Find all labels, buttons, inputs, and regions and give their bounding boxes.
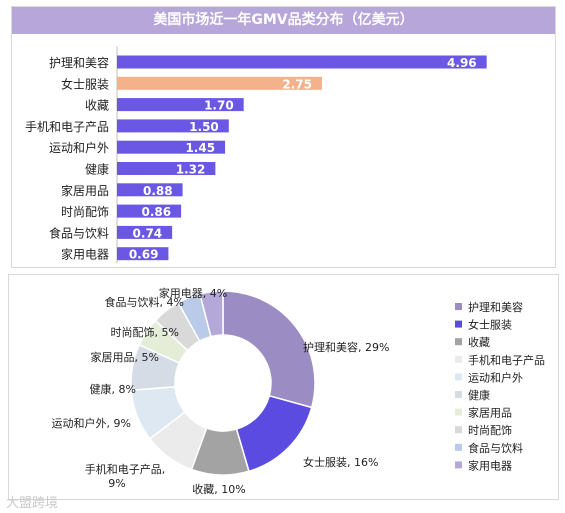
- slice-label: 健康, 8%: [90, 382, 136, 396]
- bar: [117, 183, 183, 197]
- slice-label-line2: 9%: [108, 477, 125, 490]
- bar: [117, 119, 229, 133]
- legend-swatch: [455, 443, 462, 451]
- slice-label: 收藏, 10%: [192, 482, 245, 496]
- category-label: 家用电器: [61, 247, 109, 262]
- slice-label: 女士服装, 16%: [303, 455, 378, 469]
- category-label: 运动和户外: [49, 140, 109, 155]
- legend-label: 食品与饮料: [468, 441, 523, 455]
- legend-label: 女士服装: [468, 318, 512, 332]
- legend-label: 家居用品: [468, 406, 512, 420]
- legend-swatch: [455, 320, 462, 328]
- bar: [117, 55, 487, 69]
- legend-label: 收藏: [468, 335, 490, 349]
- legend-swatch: [455, 391, 462, 398]
- bar-value-label: 0.69: [129, 248, 159, 262]
- bar: [117, 204, 182, 218]
- bar-value-label: 1.50: [189, 120, 219, 134]
- donut-slice: [198, 290, 224, 338]
- legend-label: 时尚配饰: [468, 423, 512, 437]
- bar-value-label: 1.45: [185, 141, 215, 155]
- slice-label: 食品与饮料, 4%: [105, 295, 184, 309]
- legend-label: 健康: [468, 388, 490, 402]
- category-label: 女士服装: [61, 76, 109, 91]
- bar: [117, 140, 226, 154]
- bar-chart-panel: 美国市场近一年GMV品类分布（亿美元） 护理和美容 4.96 女士服装 2.75 收藏 1…: [11, 6, 556, 268]
- category-label: 家居用品: [61, 183, 109, 198]
- slice-label: 时尚配饰, 5%: [111, 325, 179, 339]
- bar-value-label: 1.32: [176, 163, 206, 177]
- bar: [117, 225, 173, 239]
- slice-label: 运动和户外, 9%: [52, 416, 131, 430]
- category-label: 健康: [85, 162, 109, 177]
- slice-label: 护理和美容, 29%: [303, 340, 389, 354]
- legend-label: 家用电器: [468, 458, 512, 472]
- category-label: 时尚配饰: [61, 205, 109, 219]
- bar-chart: 护理和美容 4.96 女士服装 2.75 收藏 1.70 手机和电子产品 1.50 运动和户外 1…: [25, 46, 487, 263]
- bar-chart-title: 美国市场近一年GMV品类分布（亿美元）: [12, 7, 555, 34]
- slice-label: 家用电器, 4%: [159, 286, 227, 300]
- category-label: 食品与饮料: [49, 225, 109, 240]
- bar-value-label: 4.96: [447, 56, 477, 70]
- bar: [117, 76, 322, 90]
- legend-swatch: [455, 303, 462, 310]
- legend-swatch: [455, 426, 462, 434]
- bar-value-label: 1.70: [204, 99, 234, 113]
- bar-value-label: 2.75: [282, 77, 312, 91]
- bar-value-label: 0.88: [143, 184, 173, 198]
- legend-swatch: [455, 338, 462, 346]
- legend-swatch: [455, 461, 462, 469]
- slice-label: 手机和电子产品,: [85, 462, 166, 476]
- bar-value-label: 0.86: [141, 205, 171, 219]
- donut-slice: [222, 290, 316, 409]
- donut-chart: 护理和美容, 29% 女士服装, 16% 收藏, 10% 手机和电子产品,9% 运动和户…: [52, 286, 545, 496]
- bar: [117, 247, 169, 261]
- watermark: 大盟跨境: [6, 496, 59, 511]
- legend-label: 手机和电子产品: [468, 353, 545, 367]
- slice-label: 家居用品, 5%: [91, 350, 159, 364]
- category-label: 手机和电子产品: [25, 120, 109, 134]
- donut-slice: [235, 394, 313, 473]
- legend-label: 运动和户外: [468, 370, 523, 384]
- legend-label: 护理和美容: [468, 300, 523, 314]
- donut-chart-panel: 护理和美容, 29% 女士服装, 16% 收藏, 10% 手机和电子产品, 9% 运动和户…: [8, 274, 559, 500]
- bar: [117, 162, 216, 175]
- category-label: 收藏: [85, 99, 109, 113]
- category-label: 护理和美容: [49, 55, 109, 70]
- bar: [117, 98, 244, 112]
- legend-swatch: [455, 355, 462, 363]
- legend-swatch: [455, 373, 462, 381]
- bar-value-label: 0.74: [133, 226, 163, 240]
- legend-swatch: [455, 408, 462, 416]
